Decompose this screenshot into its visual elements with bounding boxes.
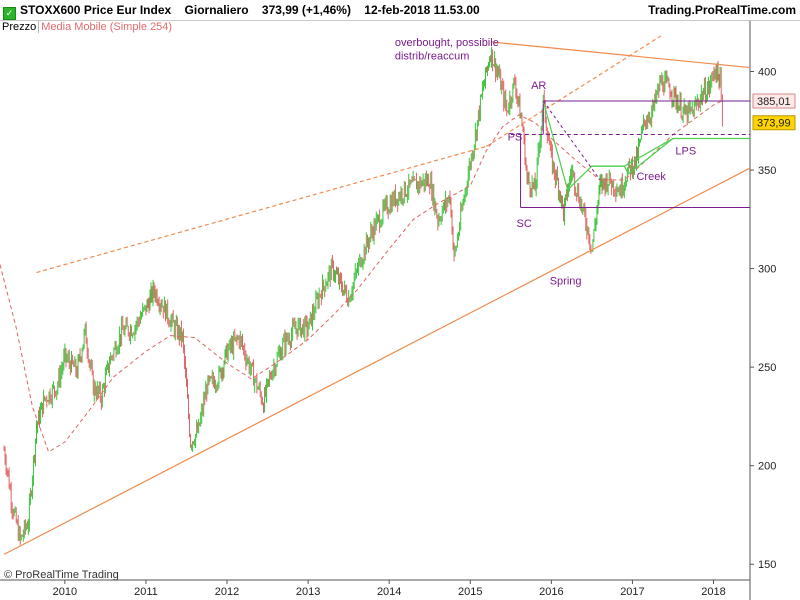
- chart-header: ✓ STOXX600 Price Eur Index Giornaliero 37…: [0, 0, 800, 21]
- ar-level-tag-label: 385,01: [757, 96, 791, 108]
- upper-channel-line-dashed: [36, 145, 487, 274]
- provider-label: Trading.ProRealTime.com: [648, 3, 796, 17]
- y-tick-label-150: 150: [758, 559, 776, 571]
- upper-channel-extension-dashed: [486, 35, 662, 147]
- last-price-tag-label: 373,99: [757, 118, 791, 130]
- annotation-spring: Spring: [550, 275, 582, 287]
- indicator-legend: Prezzo Media Mobile (Simple 254): [0, 21, 174, 35]
- y-tick-label-250: 250: [758, 362, 776, 374]
- ar-level-tag-box: [752, 93, 796, 109]
- lower-channel-line: [3, 167, 751, 555]
- timeframe-label: Giornaliero: [184, 3, 249, 17]
- x-tick-label-2010: 2010: [53, 586, 77, 598]
- header-left: ✓ STOXX600 Price Eur Index Giornaliero 37…: [3, 3, 480, 20]
- annotation-lps: LPS: [675, 145, 696, 157]
- x-tick-label-2012: 2012: [215, 586, 239, 598]
- annotation-overbought-possibile: overbought, possibile: [395, 37, 499, 49]
- x-tick-label-2011: 2011: [134, 586, 158, 598]
- visibility-checkbox-icon[interactable]: ✓: [3, 7, 16, 20]
- x-tick-label-2015: 2015: [458, 586, 482, 598]
- moving-average-line: [0, 100, 722, 453]
- x-tick-label-2016: 2016: [539, 586, 563, 598]
- ar-spring-dashed: [542, 100, 601, 181]
- y-tick-label-400: 400: [758, 66, 776, 78]
- y-tick-label-300: 300: [758, 264, 776, 276]
- copyright-text: © ProRealTime Trading: [4, 569, 119, 581]
- quote-datetime: 12-feb-2018 11.53.00: [364, 3, 480, 17]
- legend-moving-average[interactable]: Media Mobile (Simple 254): [41, 21, 173, 33]
- y-tick-label-350: 350: [758, 165, 776, 177]
- x-tick-label-2013: 2013: [296, 586, 320, 598]
- annotation-ar: AR: [531, 80, 546, 92]
- y-tick-label-200: 200: [758, 461, 776, 473]
- annotation-creek: Creek: [636, 171, 666, 183]
- last-quote: 373,99 (+1,46%): [261, 3, 351, 17]
- resistance-line: [490, 41, 751, 69]
- creek-segment: [591, 138, 674, 175]
- last-price-tag-box: [752, 115, 796, 131]
- x-tick-label-2017: 2017: [620, 586, 644, 598]
- x-tick-label-2018: 2018: [701, 586, 725, 598]
- annotation-sc: SC: [516, 218, 531, 230]
- annotation-ps: PS: [508, 131, 523, 143]
- legend-price[interactable]: Prezzo: [0, 21, 40, 33]
- x-tick-label-2014: 2014: [377, 586, 401, 598]
- instrument-name: STOXX600 Price Eur Index: [20, 3, 172, 17]
- plot-area: [0, 36, 750, 580]
- annotation-distrib-reaccum: distrib/reaccum: [395, 51, 470, 63]
